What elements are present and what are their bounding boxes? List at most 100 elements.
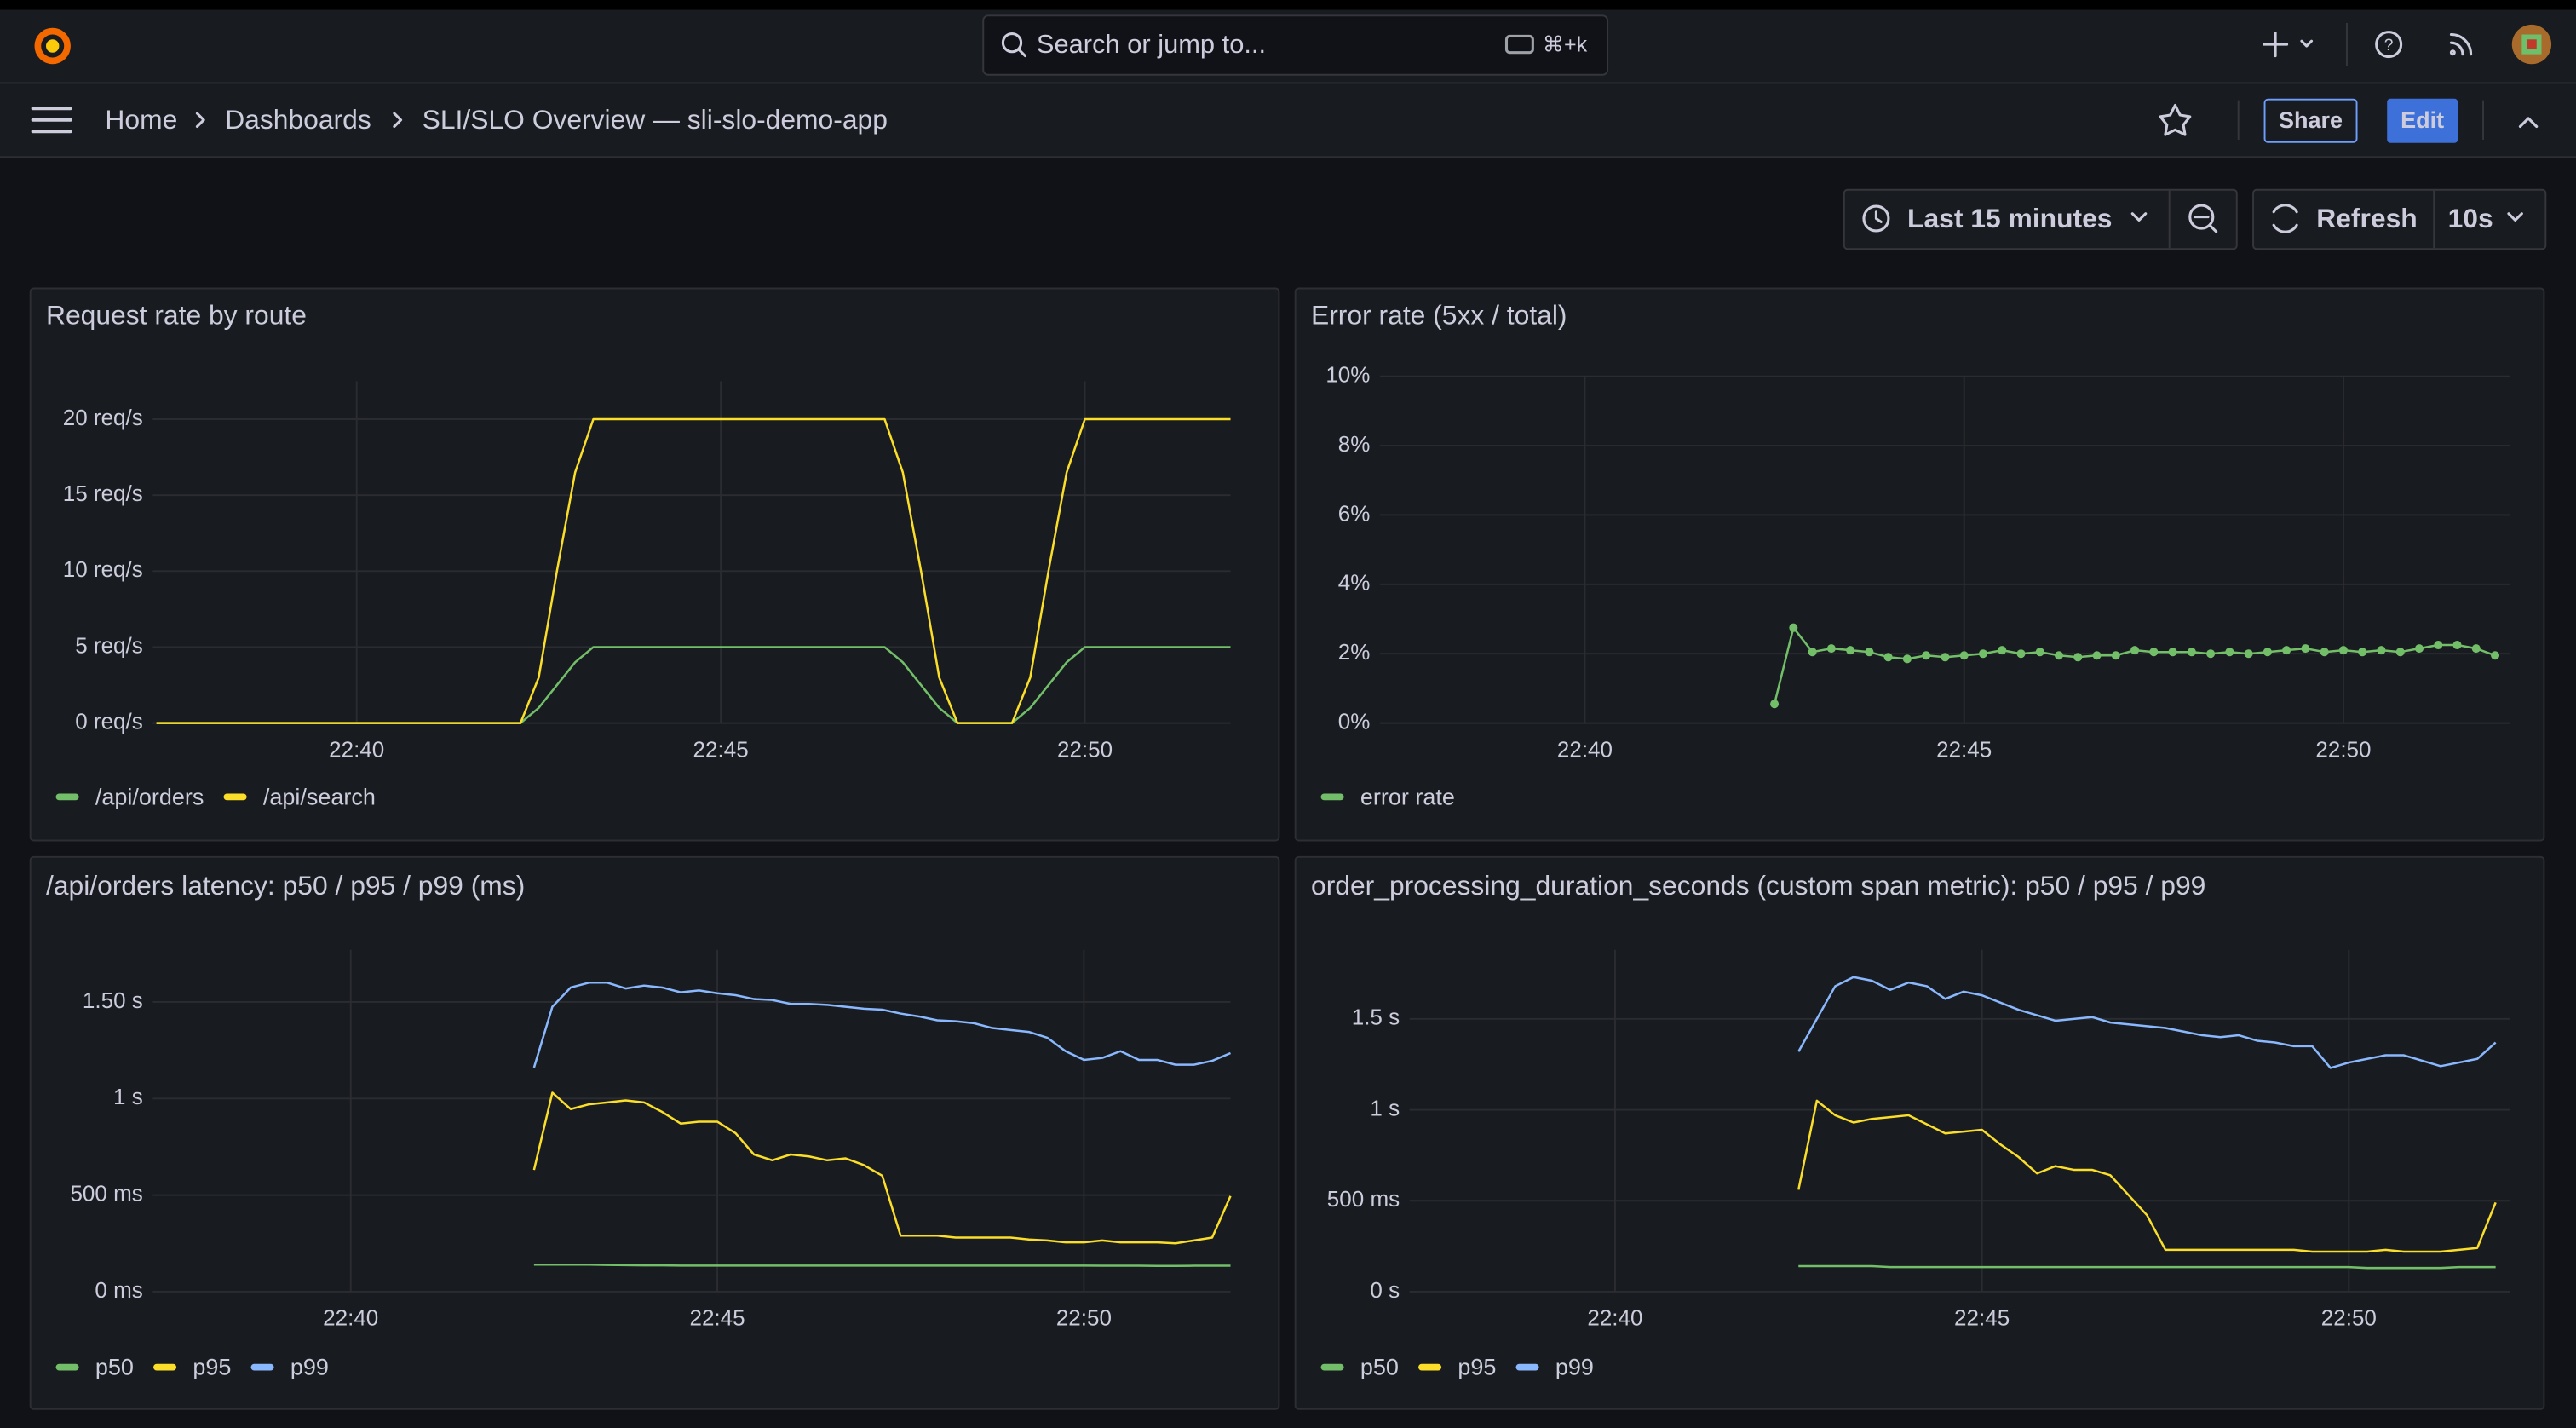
y-tick-label: 0% <box>1338 708 1371 734</box>
x-tick-label: 22:50 <box>1056 1305 1112 1331</box>
y-tick-label: 10% <box>1325 362 1370 388</box>
series-line <box>532 982 1231 1068</box>
edit-button[interactable]: Edit <box>2387 98 2458 143</box>
x-tick-label: 22:45 <box>1936 736 1992 762</box>
data-point <box>2282 646 2291 655</box>
y-tick-label: 15 req/s <box>63 481 143 506</box>
x-tick-label: 22:50 <box>2321 1305 2377 1331</box>
x-tick-label: 22:50 <box>2315 736 2371 762</box>
y-tick-label: 8% <box>1338 431 1371 457</box>
breadcrumb-separator <box>393 112 403 129</box>
panel <box>1294 855 2545 1410</box>
series-line <box>532 1091 1232 1245</box>
y-tick-label: 20 req/s <box>63 405 143 430</box>
refresh-picker[interactable]: Refresh 10s <box>2252 188 2547 250</box>
data-point <box>2016 649 2026 659</box>
x-tick-label: 22:45 <box>689 1305 745 1331</box>
legend-label[interactable]: /api/search <box>263 784 376 809</box>
y-tick-label: 1.5 s <box>1352 1005 1400 1030</box>
star-button[interactable] <box>2159 103 2192 136</box>
collapse-button[interactable] <box>2518 117 2539 129</box>
x-tick-label: 22:40 <box>323 1305 378 1331</box>
new-menu[interactable] <box>2263 32 2314 58</box>
data-point <box>2130 646 2140 655</box>
search-shortcut: ⌘+k <box>1543 33 1588 57</box>
y-tick-label: 0 ms <box>95 1277 142 1303</box>
panel-title: Request rate by route <box>46 300 307 331</box>
data-point <box>2434 641 2443 650</box>
menu-toggle[interactable] <box>31 107 72 134</box>
series-line <box>1798 1264 2496 1270</box>
y-tick-label: 0 s <box>1370 1277 1400 1303</box>
panel-title: Error rate (5xx / total) <box>1311 300 1567 331</box>
x-tick-label: 22:40 <box>1587 1305 1642 1331</box>
data-point <box>2471 644 2481 654</box>
data-point <box>2263 648 2272 657</box>
y-tick-label: 1 s <box>113 1084 143 1109</box>
y-tick-label: 0 req/s <box>75 708 143 734</box>
data-point <box>2491 651 2500 660</box>
data-point <box>2320 648 2329 657</box>
x-tick-label: 22:45 <box>1954 1305 2010 1331</box>
help-button[interactable]: ? <box>2375 31 2403 59</box>
panel <box>1294 287 2545 842</box>
x-tick-label: 22:45 <box>693 736 749 762</box>
panel <box>29 855 1280 1410</box>
user-avatar[interactable] <box>2511 24 2552 65</box>
data-point <box>2187 648 2196 657</box>
y-tick-label: 4% <box>1338 570 1371 596</box>
data-point <box>1808 648 1817 657</box>
y-tick-label: 5 req/s <box>75 632 143 658</box>
data-point <box>1978 649 1987 659</box>
legend-swatch <box>1418 1363 1442 1371</box>
legend-swatch <box>153 1363 177 1371</box>
time-range: Last 15 minutes <box>1907 203 2112 233</box>
news-button[interactable] <box>2449 32 2473 56</box>
panel-title: /api/orders latency: p50 / p95 / p99 (ms… <box>46 870 525 901</box>
refresh-interval: 10s <box>2448 203 2493 233</box>
time-picker[interactable]: Last 15 minutes <box>1843 188 2238 250</box>
y-tick-label: 1 s <box>1370 1095 1400 1120</box>
y-tick-label: 500 ms <box>1327 1186 1400 1212</box>
data-point <box>1941 653 1950 662</box>
legend-label[interactable]: error rate <box>1360 784 1455 809</box>
legend-label[interactable]: p99 <box>290 1355 329 1380</box>
data-point <box>2338 646 2348 655</box>
legend-label[interactable]: p99 <box>1555 1355 1594 1380</box>
window-edge <box>0 0 2576 10</box>
legend-label[interactable]: p95 <box>193 1355 231 1380</box>
legend-label[interactable]: p50 <box>95 1355 134 1380</box>
edit-label: Edit <box>2401 107 2444 133</box>
legend-label[interactable]: /api/orders <box>95 784 204 809</box>
share-button[interactable]: Share <box>2263 98 2358 143</box>
data-point <box>1846 646 1855 655</box>
legend-swatch <box>55 793 79 801</box>
page-footer <box>0 1419 2576 1428</box>
legend-label[interactable]: p95 <box>1458 1355 1496 1380</box>
data-point <box>1883 653 1893 662</box>
data-point <box>1902 654 1912 664</box>
breadcrumb[interactable]: Home <box>105 104 177 135</box>
series-line <box>533 1263 1231 1268</box>
y-tick-label: 6% <box>1338 500 1371 526</box>
search-box[interactable]: Search or jump to... ⌘+k <box>982 14 1609 76</box>
y-tick-label: 10 req/s <box>63 556 143 582</box>
legend-swatch <box>1320 1363 1344 1371</box>
data-point <box>2054 651 2064 660</box>
data-point <box>2073 653 2083 662</box>
data-point <box>2168 648 2177 657</box>
series-line <box>156 417 1231 724</box>
share-label: Share <box>2279 107 2343 133</box>
refresh-label: Refresh <box>2316 203 2417 233</box>
y-tick-label: 1.50 s <box>83 988 143 1013</box>
data-point <box>2206 649 2216 659</box>
x-tick-label: 22:40 <box>1557 736 1613 762</box>
data-point <box>2149 648 2159 657</box>
data-point <box>1826 644 1836 654</box>
breadcrumb[interactable]: Dashboards <box>225 104 371 135</box>
legend-label[interactable]: p50 <box>1360 1355 1399 1380</box>
grafana-logo[interactable] <box>34 27 71 65</box>
x-tick-label: 22:40 <box>329 736 384 762</box>
data-point <box>1998 646 2007 655</box>
legend-swatch <box>55 1363 79 1371</box>
